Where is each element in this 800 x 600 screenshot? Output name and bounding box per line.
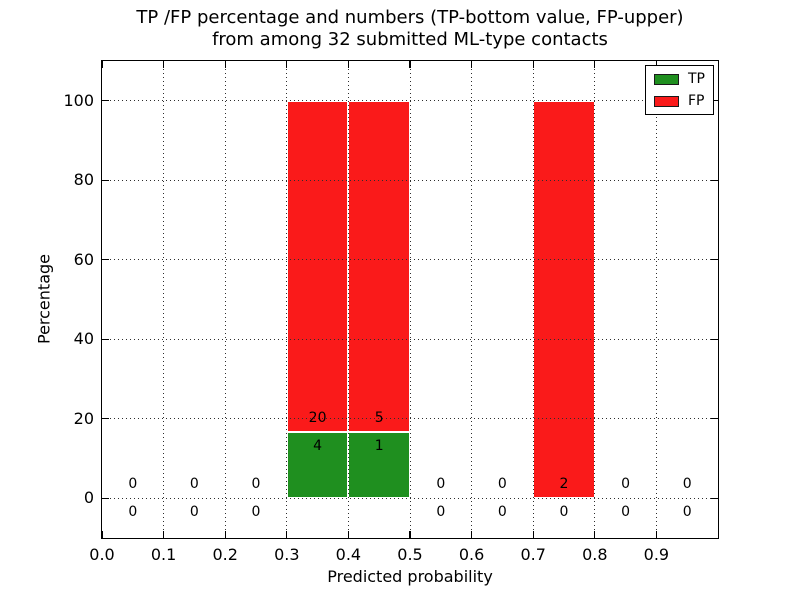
tp-count-label: 0 [436, 504, 446, 521]
y-tick-right [711, 100, 718, 102]
fp-count-label: 0 [128, 476, 138, 493]
legend-entry-fp: FP [654, 94, 705, 108]
legend-label-fp: FP [688, 93, 705, 109]
tp-count-label: 0 [682, 504, 692, 521]
legend-entry-tp: TP [654, 72, 705, 86]
fp-count-label: 20 [308, 409, 327, 426]
x-axis-label: Predicted probability [327, 567, 493, 586]
x-tick-top [470, 61, 473, 68]
x-tick-top [224, 61, 226, 68]
y-tick-right [711, 497, 718, 499]
tp-swatch-icon [654, 73, 679, 85]
bar-segment-fp [533, 100, 595, 499]
y-tick-label: 60 [73, 249, 94, 269]
y-tick-right [711, 259, 718, 261]
tp-count-label: 0 [621, 504, 631, 521]
bar-segment-fp [348, 100, 410, 432]
x-tick-bottom [532, 531, 534, 538]
y-tick-left [102, 179, 109, 181]
x-tick-top [655, 61, 658, 68]
fp-count-label: 5 [374, 409, 384, 426]
x-gridline [409, 61, 411, 538]
fp-swatch-icon [654, 95, 679, 107]
bar-segment-fp [286, 100, 349, 432]
x-tick-bottom [470, 531, 473, 538]
x-gridline [471, 61, 473, 538]
y-tick-left [102, 259, 109, 261]
tp-count-label: 4 [313, 437, 323, 454]
x-tick-top [594, 61, 596, 68]
x-gridline [347, 61, 349, 538]
fp-count-label: 0 [497, 476, 507, 493]
fp-count-label: 2 [559, 476, 569, 493]
x-tick-bottom [224, 531, 226, 538]
y-tick-left [102, 338, 109, 340]
x-tick-label: 0.3 [274, 545, 300, 564]
x-tick-bottom [347, 531, 350, 538]
x-tick-bottom [101, 531, 103, 538]
x-tick-label: 0.7 [520, 545, 546, 564]
x-tick-top [101, 61, 103, 68]
x-tick-bottom [655, 531, 658, 538]
x-tick-top [162, 61, 165, 68]
x-gridline [224, 61, 226, 538]
x-tick-label: 0.2 [212, 545, 238, 564]
x-tick-label: 0.1 [150, 545, 177, 564]
x-tick-bottom [286, 531, 288, 538]
x-tick-bottom [594, 531, 596, 538]
fp-count-label: 0 [621, 476, 631, 493]
tp-count-label: 0 [189, 504, 199, 521]
tp-count-label: 0 [497, 504, 507, 521]
fp-count-label: 0 [682, 476, 692, 493]
x-tick-label: 0.8 [582, 545, 608, 564]
y-tick-left [102, 497, 109, 499]
chart-title: TP /FP percentage and numbers (TP-bottom… [101, 7, 719, 51]
x-tick-top [532, 61, 534, 68]
x-tick-top [409, 61, 411, 68]
y-tick-label: 40 [73, 329, 94, 349]
y-tick-left [102, 418, 109, 420]
tp-count-label: 1 [374, 437, 384, 454]
y-tick-label: 100 [63, 90, 94, 110]
plot-area: TP FP 0 0 0 0 0 0 20 4 5 1 0 0 0 0 2 0 0 0 0 0 [101, 60, 719, 539]
x-gridline [594, 61, 596, 538]
legend: TP FP [645, 65, 714, 115]
x-tick-top [347, 61, 350, 68]
fp-count-label: 0 [251, 476, 261, 493]
y-tick-label: 80 [73, 170, 94, 190]
x-tick-label: 0.0 [89, 545, 115, 564]
y-tick-right [711, 179, 718, 181]
x-tick-bottom [162, 531, 165, 538]
x-tick-label: 0.4 [335, 545, 362, 564]
x-tick-label: 0.5 [397, 545, 423, 564]
y-tick-label: 20 [73, 408, 94, 428]
tp-count-label: 0 [559, 504, 569, 521]
tp-count-label: 0 [251, 504, 261, 521]
x-tick-label: 0.6 [458, 545, 485, 564]
y-tick-right [711, 418, 718, 420]
y-tick-label: 0 [83, 488, 94, 508]
y-tick-left [102, 100, 109, 102]
x-tick-bottom [409, 531, 411, 538]
x-gridline [655, 61, 657, 538]
chart-title-line1: TP /FP percentage and numbers (TP-bottom… [136, 7, 684, 28]
x-gridline [532, 61, 534, 538]
x-tick-label: 0.9 [643, 545, 670, 564]
fp-count-label: 0 [189, 476, 199, 493]
x-gridline [163, 61, 165, 538]
y-tick-right [711, 338, 718, 340]
x-gridline [286, 61, 288, 538]
legend-label-tp: TP [688, 71, 705, 87]
x-tick-top [286, 61, 288, 68]
chart-title-line2: from among 32 submitted ML-type contacts [212, 29, 608, 50]
fp-count-label: 0 [436, 476, 446, 493]
tp-count-label: 0 [128, 504, 138, 521]
